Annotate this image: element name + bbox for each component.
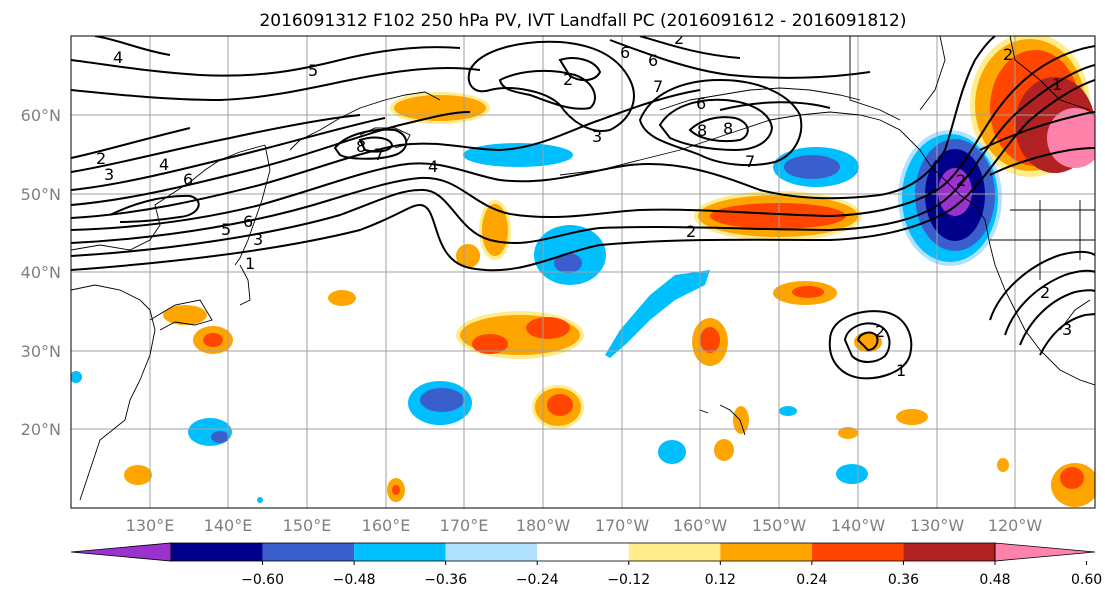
contour-label: 2 (563, 70, 573, 89)
contour-label: 3 (1062, 320, 1072, 339)
colorbar-extend-low (70, 542, 172, 562)
colorbar-tick-label: −0.36 (424, 572, 467, 588)
contour-label: 7 (653, 77, 663, 96)
contour-label: 2 (96, 149, 106, 168)
lon-label: 150°E (283, 516, 332, 535)
contour-label: 5 (221, 220, 231, 239)
contour-label: 3 (104, 165, 114, 184)
contour-label: 8 (723, 119, 733, 138)
contour-label: 2 (1040, 283, 1050, 302)
contour-label: 6 (620, 43, 630, 62)
contour-label: 7 (374, 145, 384, 164)
map-frame (70, 35, 1096, 509)
colorbar-tick-label: 0.24 (796, 572, 827, 588)
colorbar-extend-high (994, 542, 1096, 562)
colorbar-tick-label: 0.12 (705, 572, 736, 588)
contour-label: 1 (896, 361, 906, 380)
lat-label: 40°N (21, 263, 61, 282)
colorbar-tick-label: −0.60 (241, 572, 284, 588)
colorbar-tick-label: −0.12 (607, 572, 650, 588)
contour-label: 3 (253, 230, 263, 249)
colorbar-cells (70, 542, 1096, 562)
colorbar-cell (354, 543, 446, 561)
contour-label: 6 (648, 51, 658, 70)
colorbar-tick-label: −0.48 (333, 572, 376, 588)
colorbar-tick-label: −0.24 (516, 572, 559, 588)
colorbar-cell (537, 543, 629, 561)
figure-title: 2016091312 F102 250 hPa PV, IVT Landfall… (259, 11, 906, 31)
contour-label: 6 (696, 94, 706, 113)
contour-labels: 4 5 6 2 6 7 2 3 6 8 2 6 4 3 8 7 4 1 6 7 (96, 29, 1072, 380)
lat-label: 30°N (21, 342, 61, 361)
lon-label: 130°W (910, 516, 965, 535)
lat-label: 60°N (21, 106, 61, 125)
lon-label: 120°W (988, 516, 1043, 535)
lon-label: 180°W (516, 516, 571, 535)
contour-label: 6 (183, 170, 193, 189)
colorbar-tick-label: 0.36 (888, 572, 919, 588)
colorbar-cell (262, 543, 355, 561)
colorbar-frame (170, 542, 996, 562)
lon-label: 170°W (595, 516, 650, 535)
colorbar-cell (720, 543, 812, 561)
contour-label: 4 (428, 157, 438, 176)
lat-label: 50°N (21, 185, 61, 204)
colorbar-cell (171, 543, 263, 561)
colorbar-cell (811, 543, 904, 561)
lon-label: 140°E (204, 516, 253, 535)
latitude-labels: 60°N 50°N 40°N 30°N 20°N (21, 106, 61, 439)
longitude-labels: 130°E 140°E 150°E 160°E 170°E 180°W 170°… (126, 516, 1043, 535)
contour-label: 4 (113, 48, 123, 67)
colorbar: −0.60 −0.48 −0.36 −0.24 −0.12 0.12 0.24 0.36 0.4… (70, 542, 1102, 588)
contour-label: 3 (592, 127, 602, 146)
contour-label: 2 (1003, 45, 1013, 64)
lat-label: 20°N (21, 420, 61, 439)
colorbar-labels: −0.60 −0.48 −0.36 −0.24 −0.12 0.12 0.24 0.36 0.4… (241, 561, 1102, 588)
contour-label: 8 (697, 121, 707, 140)
colorbar-cell (628, 543, 721, 561)
contour-label: 8 (356, 137, 366, 156)
colorbar-tick-label: 0.48 (979, 572, 1010, 588)
pv-contours (71, 36, 1095, 380)
lon-label: 160°W (673, 516, 728, 535)
contour-label: 1 (245, 254, 255, 273)
contour-label: 2 (674, 29, 684, 48)
contour-label: 2 (686, 222, 696, 241)
lon-label: 140°W (831, 516, 886, 535)
contour-label: 5 (308, 61, 318, 80)
lon-label: 160°E (362, 516, 411, 535)
colorbar-cell (903, 543, 995, 561)
colorbar-cell (445, 543, 538, 561)
map-panel: 4 5 6 2 6 7 2 3 6 8 2 6 4 3 8 7 4 1 6 7 (70, 29, 1096, 509)
lon-label: 150°W (752, 516, 807, 535)
contour-label: 2 (875, 322, 885, 341)
graticule (71, 36, 1095, 508)
lon-label: 130°E (126, 516, 175, 535)
contour-label: 2 (956, 171, 966, 190)
contour-label: 6 (243, 212, 253, 231)
contour-label: 7 (745, 152, 755, 171)
lon-label: 170°E (440, 516, 489, 535)
contour-label: 1 (1052, 75, 1062, 94)
colorbar-tick-label: 0.60 (1071, 572, 1102, 588)
contour-label: 4 (159, 155, 169, 174)
